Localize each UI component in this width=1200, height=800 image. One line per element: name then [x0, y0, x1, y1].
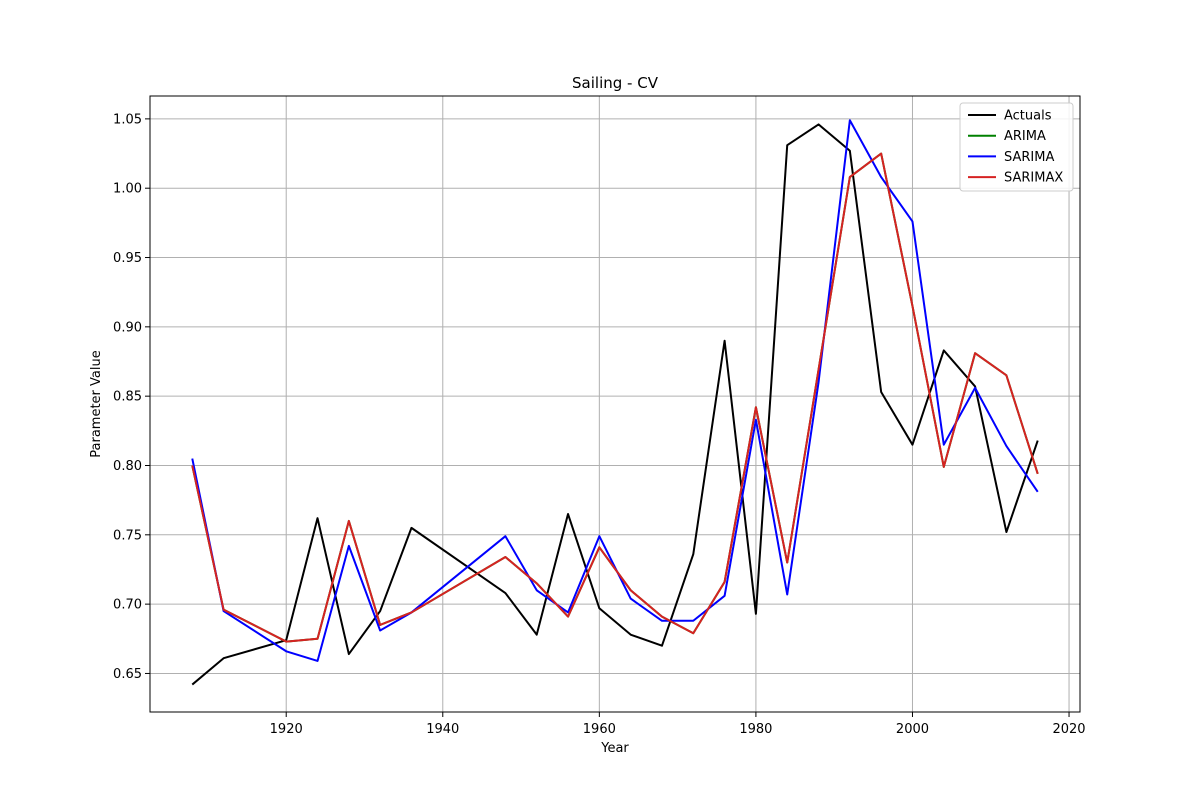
chart-title: Sailing - CV: [572, 74, 659, 92]
grid: [150, 96, 1080, 712]
series-line-sarima: [191, 119, 1039, 662]
legend-label: SARIMA: [1004, 150, 1054, 165]
y-tick-label: 0.65: [113, 667, 142, 682]
ticks: 1920 1940 1960 1980 2000 2020 0.65 0.70 0.75 0.80…: [113, 112, 1086, 737]
y-tick-label: 1.05: [113, 112, 142, 127]
x-axis-label: Year: [600, 741, 629, 756]
y-tick-label: 0.70: [113, 598, 142, 613]
y-axis-label: Parameter Value: [89, 350, 104, 457]
x-tick-label: 1940: [426, 722, 459, 737]
legend-box: [959, 102, 1074, 192]
y-tick-label: 1.00: [113, 182, 142, 197]
legend: Actuals ARIMA SARIMA SARIMAX: [959, 102, 1074, 192]
x-tick-label: 2020: [1052, 722, 1085, 737]
legend-label: SARIMAX: [1004, 171, 1063, 186]
y-tick-label: 0.90: [113, 320, 142, 335]
y-tick-label: 0.80: [113, 459, 142, 474]
x-tick-label: 2000: [896, 722, 929, 737]
series-line-actuals: [191, 123, 1039, 686]
series-lines: [191, 119, 1039, 686]
x-tick-label: 1920: [270, 722, 303, 737]
y-tick-label: 0.75: [113, 528, 142, 543]
y-tick-label: 0.95: [113, 251, 142, 266]
series-line-sarimax: [191, 152, 1039, 643]
x-tick-label: 1980: [739, 722, 772, 737]
x-tick-label: 1960: [583, 722, 616, 737]
y-tick-label: 0.85: [113, 390, 142, 405]
legend-label: ARIMA: [1004, 129, 1046, 144]
plot-frame: [149, 95, 1081, 713]
legend-label: Actuals: [1004, 109, 1052, 124]
